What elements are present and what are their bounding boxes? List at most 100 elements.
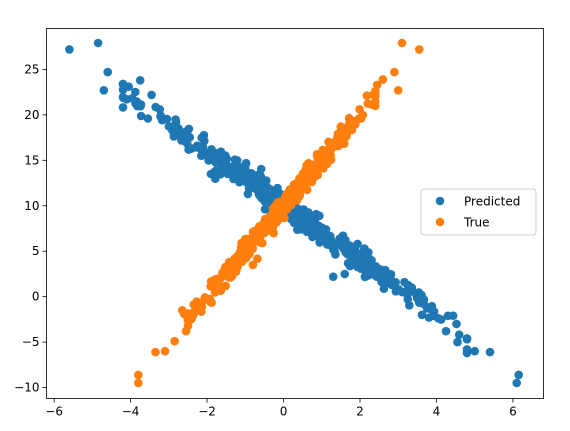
data-point (322, 155, 332, 165)
data-point (350, 243, 360, 253)
data-point (372, 80, 382, 90)
data-point (233, 163, 242, 173)
data-point (221, 165, 230, 174)
data-point (380, 272, 390, 282)
data-point (333, 138, 342, 148)
data-point (390, 67, 399, 77)
data-point (441, 326, 451, 336)
data-point (335, 130, 345, 140)
data-point (294, 211, 303, 220)
data-point (337, 238, 346, 247)
data-point (413, 294, 422, 303)
data-point (340, 269, 350, 279)
data-point (147, 90, 156, 100)
data-point (325, 231, 335, 241)
data-point (170, 336, 179, 346)
data-point (273, 183, 282, 193)
data-point (470, 346, 480, 356)
data-point (318, 145, 328, 155)
data-point (230, 155, 240, 164)
data-point (454, 330, 464, 340)
data-point (302, 227, 312, 237)
data-point (331, 250, 340, 259)
data-point (397, 287, 407, 297)
y-tick-label: −5 (22, 335, 40, 349)
data-point (119, 93, 128, 103)
data-point (415, 45, 424, 54)
data-point (343, 258, 353, 268)
data-point (255, 237, 264, 247)
x-tick-label: −6 (45, 405, 63, 419)
data-point (257, 228, 266, 238)
data-point (287, 200, 296, 210)
data-point (241, 166, 251, 176)
data-point (300, 174, 309, 184)
data-point (200, 293, 210, 302)
legend-marker (435, 196, 445, 206)
data-point (405, 301, 414, 310)
y-tick-label: −10 (14, 381, 39, 395)
data-point (336, 122, 346, 131)
data-point (222, 267, 232, 277)
data-point (99, 86, 109, 95)
data-point (417, 310, 427, 320)
x-tick-label: −4 (122, 405, 140, 419)
x-tick-label: 2 (356, 405, 364, 419)
data-point (156, 111, 165, 120)
y-tick-label: 10 (24, 199, 39, 213)
data-point (363, 99, 373, 108)
data-point (242, 244, 252, 253)
data-point (462, 334, 472, 343)
data-point (216, 274, 225, 283)
data-point (127, 94, 137, 103)
data-point (243, 189, 253, 199)
data-point (343, 122, 353, 131)
data-point (371, 97, 380, 107)
data-point (248, 260, 258, 270)
y-tick-label: 20 (24, 108, 39, 122)
data-point (443, 311, 453, 321)
data-point (366, 258, 375, 268)
data-point (151, 347, 160, 357)
data-point (369, 268, 379, 278)
legend-label: True (463, 216, 490, 230)
legend-label: Predicted (464, 195, 520, 209)
data-point (118, 103, 128, 112)
data-point (210, 148, 220, 158)
data-point (249, 231, 259, 241)
data-point (512, 378, 521, 388)
data-point (65, 45, 74, 54)
data-point (206, 169, 216, 179)
data-point (453, 337, 462, 347)
data-point (362, 91, 372, 100)
data-point (434, 314, 443, 323)
y-tick-label: 25 (24, 62, 39, 76)
data-point (233, 251, 242, 261)
data-point (134, 378, 143, 388)
data-point (269, 228, 278, 238)
data-point (250, 172, 260, 181)
data-point (179, 309, 189, 319)
data-point (350, 117, 359, 126)
data-point (134, 370, 143, 380)
data-point (198, 147, 207, 156)
x-tick-label: 4 (433, 405, 441, 419)
data-point (124, 82, 133, 91)
data-point (290, 186, 299, 195)
data-point (306, 212, 316, 222)
y-tick-label: 0 (32, 290, 40, 304)
legend: Predicted True (420, 188, 537, 236)
legend-marker (435, 217, 445, 227)
data-point (155, 105, 165, 114)
data-point (174, 124, 183, 133)
plot-points (65, 38, 523, 388)
y-tick-label: 5 (32, 244, 40, 258)
data-point (256, 178, 266, 188)
data-point (212, 155, 222, 165)
legend-box (420, 188, 537, 236)
x-tick-label: −2 (198, 405, 216, 419)
data-point (256, 164, 266, 174)
data-point (406, 283, 416, 293)
data-point (328, 272, 338, 282)
